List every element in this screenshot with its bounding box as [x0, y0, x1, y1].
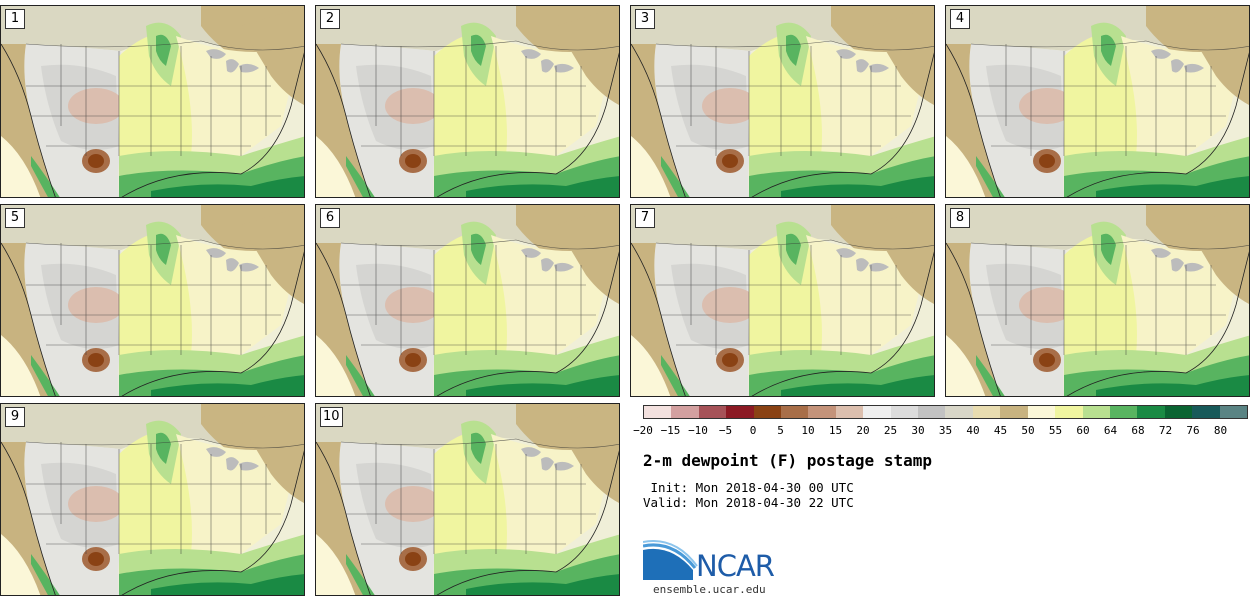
colorbar-tick-labels: −20 −15 −10 −5 0 5 10 15 20 25 30 35 40 45 50 55 60 64 68 7… [633, 424, 1248, 438]
colorbar-segment [753, 406, 782, 418]
colorbar-tick-label: 5 [777, 424, 784, 437]
colorbar-tick-label: −5 [718, 424, 733, 437]
colorbar-segment [1164, 406, 1193, 418]
colorbar-tick-label: 64 [1103, 424, 1118, 437]
member-number-label: 8 [950, 208, 970, 228]
colorbar-segment [1000, 406, 1028, 418]
ensemble-member-map: 4 [945, 5, 1250, 198]
colorbar-tick-label: 30 [911, 424, 925, 437]
plot-title: 2-m dewpoint (F) postage stamp [643, 451, 932, 470]
colorbar-segment [835, 406, 864, 418]
ncar-swoosh-icon [643, 540, 698, 580]
member-number-label: 9 [5, 407, 25, 427]
member-number-label: 5 [5, 208, 25, 228]
colorbar-tick-label: 68 [1131, 424, 1145, 437]
colorbar-tick-label: 0 [749, 424, 757, 437]
colorbar-segment [808, 406, 836, 418]
colorbar-segment [972, 406, 1001, 418]
colorbar-tick-label: 45 [993, 424, 1008, 437]
colorbar-tick-label: 10 [801, 424, 815, 437]
colorbar-tick-label: 50 [1021, 424, 1035, 437]
colorbar-tick-label: 60 [1076, 424, 1090, 437]
ensemble-member-map: 6 [315, 204, 620, 397]
member-number-label: 1 [5, 9, 25, 29]
colorbar-tick-label: −10 [688, 424, 708, 437]
member-number-label: 6 [320, 208, 340, 228]
colorbar-tick-label: −15 [660, 424, 681, 437]
ensemble-member-map: 8 [945, 204, 1250, 397]
colorbar-tick-label: 25 [883, 424, 898, 437]
colorbar-segment [671, 406, 699, 418]
colorbar-tick-label: 40 [966, 424, 980, 437]
colorbar-segment [1055, 406, 1083, 418]
member-number-label: 4 [950, 9, 970, 29]
ensemble-member-map: 7 [630, 204, 935, 397]
colorbar-tick-label: 35 [938, 424, 953, 437]
colorbar-segment [726, 406, 754, 418]
colorbar-segment [1109, 406, 1138, 418]
ensemble-member-map: 2 [315, 5, 620, 198]
valid-time: Valid: Mon 2018-04-30 22 UTC [643, 495, 854, 510]
member-number-label: 10 [320, 407, 343, 427]
ensemble-member-map: 1 [0, 5, 305, 198]
colorbar-segment [945, 406, 973, 418]
colorbar-segment [644, 406, 672, 418]
member-number-label: 3 [635, 9, 655, 29]
colorbar-segment [1082, 406, 1110, 418]
colorbar-segment [781, 406, 809, 418]
colorbar-tick-label: 55 [1048, 424, 1063, 437]
member-number-label: 7 [635, 208, 655, 228]
ensemble-member-map: 9 [0, 403, 305, 596]
colorbar-tick-label: −20 [633, 424, 653, 437]
logo-url: ensemble.ucar.edu [653, 583, 766, 596]
colorbar-segment [698, 406, 727, 418]
colorbar [643, 405, 1248, 419]
colorbar-segment [918, 406, 946, 418]
member-number-label: 2 [320, 9, 340, 29]
colorbar-segment [1027, 406, 1056, 418]
colorbar-segment [890, 406, 919, 418]
colorbar-tick-label: 76 [1186, 424, 1200, 437]
ensemble-member-map: 10 [315, 403, 620, 596]
ensemble-member-map: 5 [0, 204, 305, 397]
colorbar-segment [1219, 406, 1247, 418]
colorbar-tick-label: 15 [828, 424, 843, 437]
ncar-logo-text: NCAR [696, 549, 775, 583]
colorbar-segment [863, 406, 891, 418]
colorbar-segment [1192, 406, 1220, 418]
init-time: Init: Mon 2018-04-30 00 UTC [643, 480, 854, 495]
colorbar-segment [1137, 406, 1165, 418]
ensemble-member-map: 3 [630, 5, 935, 198]
colorbar-tick-label: 20 [856, 424, 870, 437]
colorbar-tick-label: 72 [1158, 424, 1173, 437]
colorbar-tick-label: 80 [1213, 424, 1228, 437]
